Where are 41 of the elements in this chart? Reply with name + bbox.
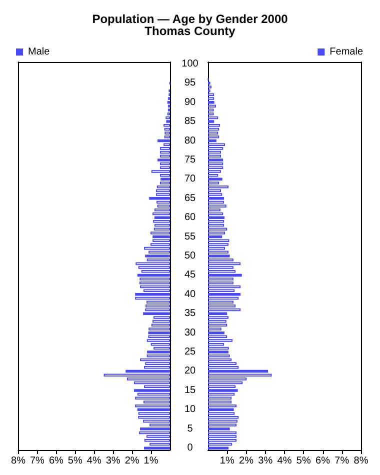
y-tick-label: 60 — [184, 212, 196, 224]
x-tick-label: 5% — [296, 456, 311, 466]
y-tick-label: 5 — [187, 423, 194, 434]
y-tick-label: 85 — [184, 116, 196, 128]
legend-label: Male — [28, 46, 50, 58]
y-tick-label: 90 — [184, 96, 196, 108]
x-tick-label: 3% — [258, 456, 273, 466]
y-tick-label: 35 — [184, 308, 196, 320]
x-tick-label: 8% — [354, 456, 368, 466]
x-tick-label: 7% — [334, 456, 350, 466]
y-tick-label: 75 — [184, 154, 196, 166]
x-tick-label: 5% — [68, 456, 82, 466]
y-tick-label: 100 — [182, 58, 199, 70]
x-tick-label: 7% — [30, 456, 45, 466]
x-tick-label: 6% — [48, 456, 64, 466]
y-tick-label: 45 — [184, 270, 196, 281]
legend-label: Female — [330, 46, 364, 58]
y-tick-label: 40 — [184, 288, 196, 300]
y-tick-label: 95 — [184, 78, 196, 89]
chart-title: Population — Age by Gender 2000 — [92, 12, 288, 26]
x-tick-label: 4% — [277, 456, 292, 466]
y-tick-label: 70 — [184, 174, 196, 185]
x-tick-label: 1% — [144, 456, 158, 466]
y-tick-label: 15 — [184, 384, 196, 396]
y-tick-label: 0 — [187, 442, 194, 454]
x-tick-label: 4% — [86, 456, 102, 466]
x-tick-label: 6% — [316, 456, 330, 466]
y-tick-label: 25 — [184, 346, 196, 358]
y-tick-label: 10 — [184, 404, 196, 416]
x-tick-label: 1% — [220, 456, 234, 466]
x-tick-label: 2% — [124, 456, 140, 466]
y-tick-label: 65 — [184, 192, 196, 204]
y-tick-label: 80 — [184, 135, 196, 146]
y-tick-label: 55 — [184, 231, 196, 242]
y-tick-label: 30 — [184, 327, 196, 338]
y-tick-label: 20 — [184, 366, 196, 377]
x-tick-label: 8% — [11, 456, 26, 466]
chart-subtitle: Thomas County — [144, 24, 236, 38]
y-tick-label: 50 — [184, 250, 196, 262]
x-tick-label: 3% — [106, 456, 120, 466]
x-tick-label: 2% — [239, 456, 254, 466]
